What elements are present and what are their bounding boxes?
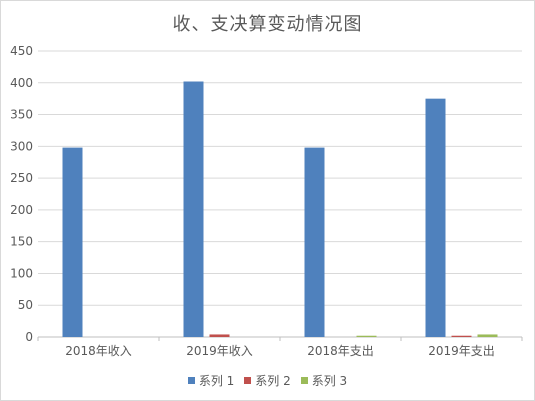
bar-series-2-1 bbox=[209, 334, 230, 337]
legend-item-series-1: 系列 1 bbox=[187, 372, 235, 389]
legend-label: 系列 2 bbox=[255, 374, 291, 388]
x-tick-label: 2019年支出 bbox=[428, 344, 495, 358]
y-tick-label: 200 bbox=[10, 203, 33, 217]
bar-series-2-3 bbox=[451, 335, 472, 337]
bar-series-3-3 bbox=[477, 334, 498, 337]
bar-series-1-2 bbox=[304, 147, 325, 337]
y-tick-label: 350 bbox=[10, 108, 33, 122]
bar-series-1-0 bbox=[62, 147, 83, 337]
legend: 系列 1 系列 2 系列 3 bbox=[0, 372, 535, 389]
y-tick-label: 50 bbox=[18, 298, 33, 312]
legend-item-series-2: 系列 2 bbox=[244, 372, 291, 389]
gridlines bbox=[38, 50, 522, 338]
y-axis: 0 50 100 150 200 250 300 350 400 450 bbox=[10, 44, 33, 344]
legend-swatch bbox=[300, 377, 308, 384]
y-tick-label: 300 bbox=[10, 139, 33, 153]
y-tick-label: 400 bbox=[10, 76, 33, 90]
chart-title: 收、支决算变动情况图 bbox=[172, 14, 363, 35]
bar-series-3-2 bbox=[356, 335, 377, 337]
x-axis: 2018年收入 2019年收入 2018年支出 2019年支出 bbox=[37, 337, 523, 358]
legend-swatch bbox=[187, 377, 195, 384]
x-tick-label: 2018年收入 bbox=[65, 344, 132, 358]
y-tick-label: 250 bbox=[10, 171, 33, 185]
y-tick-label: 150 bbox=[10, 235, 33, 249]
bar-series-1-1 bbox=[183, 81, 204, 337]
legend-label: 系列 1 bbox=[198, 374, 235, 388]
legend-label: 系列 3 bbox=[311, 374, 348, 388]
y-tick-label: 0 bbox=[25, 330, 33, 344]
x-tick-label: 2019年收入 bbox=[186, 344, 253, 358]
legend-item-series-3: 系列 3 bbox=[300, 372, 348, 389]
bars bbox=[62, 81, 498, 338]
x-tick-label: 2018年支出 bbox=[307, 344, 374, 358]
bar-series-1-3 bbox=[425, 98, 446, 338]
legend-swatch bbox=[244, 377, 252, 384]
y-tick-label: 450 bbox=[10, 44, 33, 58]
y-tick-label: 100 bbox=[10, 266, 33, 280]
